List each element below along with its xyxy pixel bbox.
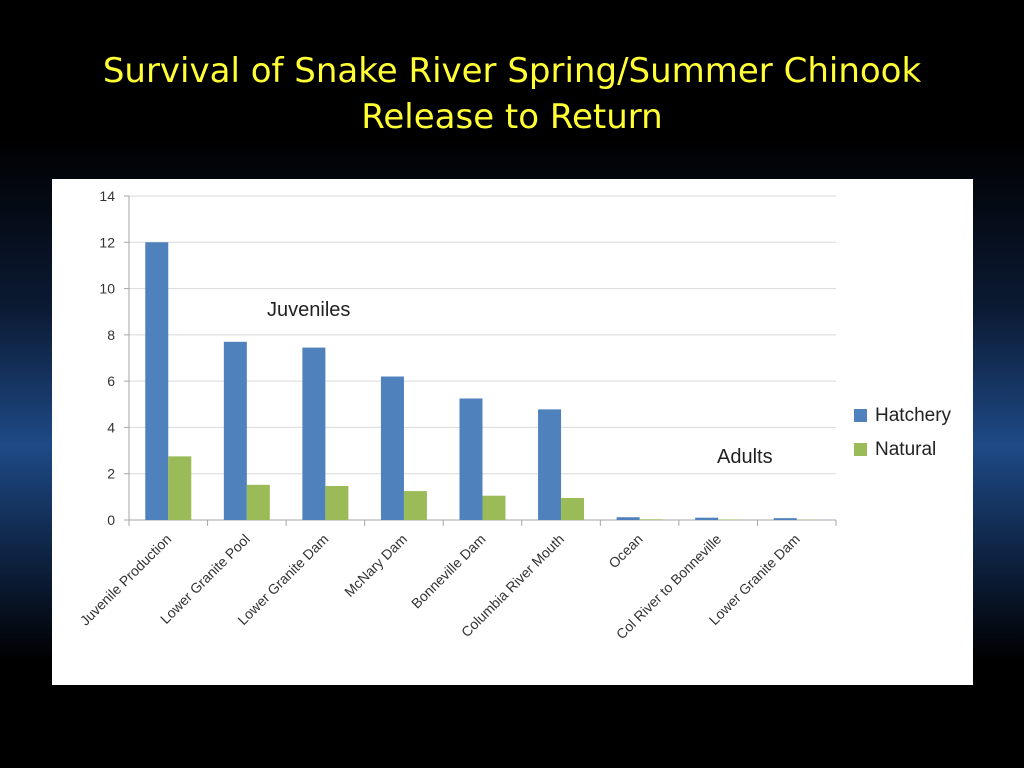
hatchery-bar — [302, 347, 326, 520]
hatchery-bar — [459, 398, 483, 520]
natural-bar — [639, 519, 663, 520]
natural-bar — [561, 498, 585, 520]
y-tick-label: 4 — [107, 419, 115, 435]
natural-bar — [246, 484, 270, 520]
legend-label-hatchery: Hatchery — [875, 405, 952, 426]
y-tick-label: 0 — [107, 512, 115, 528]
bars — [145, 242, 820, 520]
legend-label-natural: Natural — [875, 439, 936, 460]
annotations: Juveniles Adults — [267, 299, 773, 468]
chart-panel: 0 2 4 6 8 10 12 14 Juvenile Production Lower Gran… — [52, 179, 973, 685]
slide-title-line-2: Release to Return — [361, 97, 663, 137]
x-category-label: Ocean — [605, 531, 645, 571]
y-tick-label: 2 — [107, 466, 115, 482]
slide-title-line-1: Survival of Snake River Spring/Summer Ch… — [102, 51, 922, 91]
y-tick-label: 14 — [99, 188, 115, 204]
y-tick-label: 12 — [99, 234, 115, 250]
hatchery-bar — [380, 376, 404, 520]
hatchery-bar — [538, 409, 562, 520]
slide-title: Survival of Snake River Spring/Summer Ch… — [0, 48, 1024, 140]
legend-swatch-natural — [854, 443, 867, 456]
annotation-adults: Adults — [717, 446, 773, 468]
hatchery-bar — [145, 242, 169, 520]
natural-bar — [403, 491, 427, 520]
y-tick-label: 10 — [99, 281, 115, 297]
natural-bar — [168, 456, 192, 520]
y-tick-label: 6 — [107, 373, 115, 389]
hatchery-bar — [223, 341, 247, 520]
hatchery-bar — [616, 517, 640, 520]
natural-bar — [482, 495, 506, 520]
x-category-label: Bonneville Dam — [408, 531, 489, 612]
natural-bar — [325, 485, 349, 520]
x-category-label: McNary Dam — [341, 531, 410, 600]
legend-swatch-hatchery — [854, 409, 867, 422]
hatchery-bar — [773, 518, 797, 520]
y-tick-label: 8 — [107, 327, 115, 343]
legend: Hatchery Natural — [854, 405, 952, 460]
annotation-juveniles: Juveniles — [267, 299, 350, 321]
hatchery-bar — [695, 517, 719, 520]
